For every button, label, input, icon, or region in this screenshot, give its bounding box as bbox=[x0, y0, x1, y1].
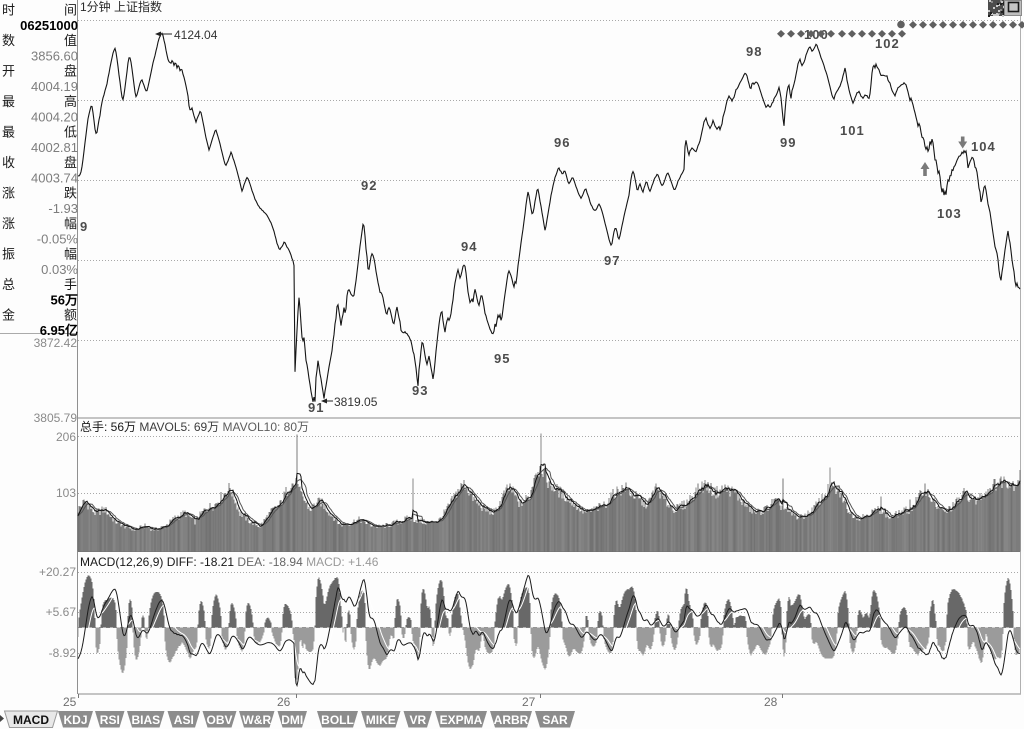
svg-text:26: 26 bbox=[277, 695, 291, 709]
svg-text:3856.60: 3856.60 bbox=[31, 49, 78, 64]
svg-text:最: 最 bbox=[2, 125, 15, 140]
svg-text:值: 值 bbox=[64, 33, 77, 48]
svg-text:跌: 跌 bbox=[64, 186, 77, 201]
svg-text:0.03%: 0.03% bbox=[41, 262, 78, 277]
svg-text:DMI: DMI bbox=[281, 713, 303, 727]
svg-text:98: 98 bbox=[746, 44, 762, 59]
svg-text:BIAS: BIAS bbox=[131, 713, 160, 727]
svg-text:手: 手 bbox=[64, 277, 77, 292]
svg-text:97: 97 bbox=[604, 253, 620, 268]
svg-text:95: 95 bbox=[494, 351, 510, 366]
svg-text:6.95亿: 6.95亿 bbox=[40, 323, 78, 338]
svg-text:102: 102 bbox=[875, 36, 900, 51]
svg-text:-1.93: -1.93 bbox=[48, 201, 78, 216]
svg-text:总手: 56万 MAVOL5: 69万 MAVOL10: 8: 总手: 56万 MAVOL5: 69万 MAVOL10: 80万 bbox=[80, 420, 309, 434]
svg-text:低: 低 bbox=[64, 125, 77, 140]
svg-text:RSI: RSI bbox=[100, 713, 120, 727]
svg-text:94: 94 bbox=[461, 239, 477, 254]
svg-text:103: 103 bbox=[937, 206, 962, 221]
svg-text:幅: 幅 bbox=[64, 247, 77, 262]
svg-text:56万: 56万 bbox=[51, 293, 78, 308]
svg-text:103: 103 bbox=[56, 486, 76, 500]
svg-text:最: 最 bbox=[2, 94, 15, 109]
svg-text:4004.20: 4004.20 bbox=[31, 110, 78, 125]
svg-text:盘: 盘 bbox=[64, 64, 77, 79]
svg-text:EXPMA: EXPMA bbox=[440, 713, 483, 727]
svg-text:开: 开 bbox=[2, 64, 15, 79]
svg-text:+20.27: +20.27 bbox=[39, 565, 76, 579]
svg-text:总: 总 bbox=[2, 277, 15, 292]
svg-text:盘: 盘 bbox=[64, 155, 77, 170]
svg-text:1分钟 上证指数: 1分钟 上证指数 bbox=[80, 0, 162, 14]
svg-text:振: 振 bbox=[2, 247, 15, 262]
svg-text:4124.04: 4124.04 bbox=[174, 28, 218, 42]
svg-text:金: 金 bbox=[2, 308, 15, 323]
svg-text:收: 收 bbox=[2, 155, 15, 170]
svg-text:9: 9 bbox=[80, 219, 88, 234]
svg-text:涨: 涨 bbox=[2, 216, 15, 231]
svg-text:3872.42: 3872.42 bbox=[34, 336, 78, 350]
svg-text:93: 93 bbox=[412, 383, 428, 398]
svg-text:-0.05%: -0.05% bbox=[37, 232, 79, 247]
svg-text:25: 25 bbox=[63, 695, 77, 709]
svg-text:MACD: MACD bbox=[13, 713, 49, 727]
svg-text:99: 99 bbox=[780, 135, 796, 150]
svg-text:28: 28 bbox=[764, 695, 778, 709]
svg-text:91: 91 bbox=[308, 400, 324, 415]
svg-text:27: 27 bbox=[522, 695, 536, 709]
svg-text:-8.92: -8.92 bbox=[49, 646, 77, 660]
svg-text:幅: 幅 bbox=[64, 216, 77, 231]
svg-text:+5.67: +5.67 bbox=[46, 605, 77, 619]
svg-text:101: 101 bbox=[840, 123, 865, 138]
svg-text:4002.81: 4002.81 bbox=[31, 140, 78, 155]
svg-text:MACD(12,26,9) DIFF: -18.21 DEA: MACD(12,26,9) DIFF: -18.21 DEA: -18.94 M… bbox=[80, 555, 379, 569]
svg-text:额: 额 bbox=[64, 308, 77, 323]
svg-text:ARBR: ARBR bbox=[494, 713, 529, 727]
svg-text:OBV: OBV bbox=[206, 713, 232, 727]
svg-text:206: 206 bbox=[56, 430, 76, 444]
svg-text:100: 100 bbox=[804, 27, 829, 42]
svg-text:SAR: SAR bbox=[542, 713, 568, 727]
svg-text:间: 间 bbox=[64, 3, 77, 18]
svg-text:4003.74: 4003.74 bbox=[31, 171, 78, 186]
svg-text:VR: VR bbox=[409, 713, 426, 727]
svg-text:3805.79: 3805.79 bbox=[34, 411, 78, 425]
svg-text:时: 时 bbox=[2, 3, 15, 18]
svg-text:MIKE: MIKE bbox=[366, 713, 396, 727]
svg-text:数: 数 bbox=[2, 33, 15, 48]
svg-text:BOLL: BOLL bbox=[321, 713, 354, 727]
svg-text:3819.05: 3819.05 bbox=[334, 395, 378, 409]
svg-text:96: 96 bbox=[554, 135, 570, 150]
svg-text:92: 92 bbox=[361, 178, 377, 193]
svg-text:涨: 涨 bbox=[2, 186, 15, 201]
svg-text:高: 高 bbox=[64, 94, 77, 109]
svg-text:104: 104 bbox=[971, 139, 996, 154]
svg-text:W&R: W&R bbox=[242, 713, 271, 727]
svg-text:KDJ: KDJ bbox=[63, 713, 87, 727]
svg-text:ASI: ASI bbox=[174, 713, 194, 727]
svg-text:06251000: 06251000 bbox=[20, 18, 78, 33]
svg-text:4004.19: 4004.19 bbox=[31, 79, 78, 94]
